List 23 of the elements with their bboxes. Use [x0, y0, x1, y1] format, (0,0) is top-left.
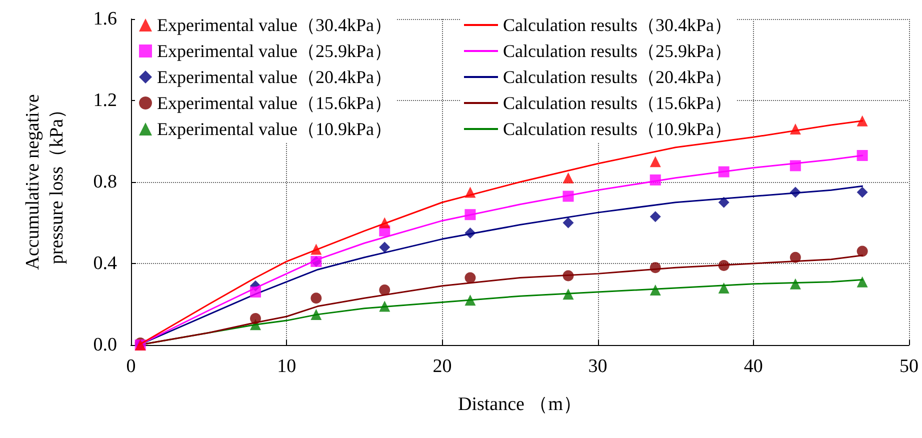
x-tick-label: 50 — [900, 356, 918, 377]
legend-label: Calculation results（30.4kPa） — [503, 15, 732, 35]
y-tick-label: 0.8 — [93, 172, 117, 192]
y-tick-label: 1.6 — [93, 8, 117, 30]
y-tick-label: 0.4 — [93, 253, 118, 274]
legend-label: Calculation results（15.6kPa） — [503, 93, 732, 113]
legend-label: Calculation results（25.9kPa） — [503, 41, 732, 61]
x-tick-label: 10 — [277, 356, 296, 377]
y-axis-title: Accumulative negative pressure loss（kPa） — [22, 94, 68, 270]
legend-label: Experimental value（20.4kPa） — [157, 67, 392, 87]
legend-label: Experimental value（15.6kPa） — [157, 93, 392, 113]
x-tick-label: 40 — [744, 356, 763, 377]
x-tick-label: 20 — [432, 356, 452, 377]
x-tick-label: 0 — [126, 356, 136, 377]
x-axis-title: Distance （m） — [458, 394, 582, 415]
legend-label: Experimental value（10.9kPa） — [157, 119, 392, 139]
legend-label: Calculation results（10.9kPa） — [503, 119, 732, 139]
legend-label: Calculation results（20.4kPa） — [503, 67, 732, 87]
x-tick-label: 30 — [588, 356, 608, 377]
y-tick-label: 1.2 — [93, 90, 117, 111]
legend-label: Experimental value（25.9kPa） — [157, 41, 392, 61]
y-tick-label: 0.0 — [93, 334, 117, 356]
legend-label: Experimental value（30.4kPa） — [157, 15, 392, 35]
